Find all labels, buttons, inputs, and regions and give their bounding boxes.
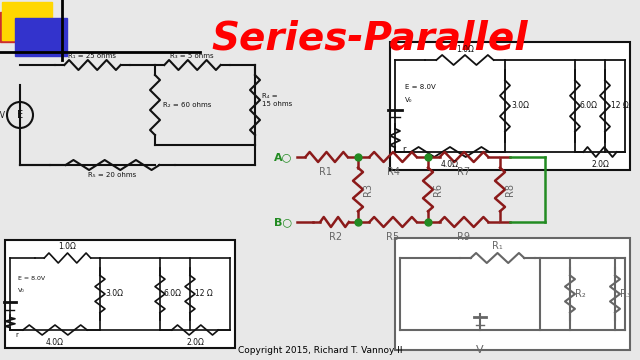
Text: 12 Ω: 12 Ω xyxy=(611,102,628,111)
Text: A○: A○ xyxy=(274,152,292,162)
Text: R₂: R₂ xyxy=(575,289,586,299)
Text: R7: R7 xyxy=(458,167,470,177)
Bar xyxy=(0,12,44,42)
Text: R₃ = 5 ohms: R₃ = 5 ohms xyxy=(170,53,214,59)
Text: 6.0Ω: 6.0Ω xyxy=(579,102,597,111)
Text: E = 8.0V: E = 8.0V xyxy=(18,275,45,280)
Text: 3.0Ω: 3.0Ω xyxy=(105,289,123,298)
Text: B○: B○ xyxy=(274,217,292,227)
Text: 3.0Ω: 3.0Ω xyxy=(511,102,529,111)
Text: 4.0Ω: 4.0Ω xyxy=(46,338,64,347)
Text: R₅ = 20 ohms: R₅ = 20 ohms xyxy=(88,172,136,178)
Text: R₁: R₁ xyxy=(492,241,502,251)
Text: R₁ = 25 ohms: R₁ = 25 ohms xyxy=(68,53,116,59)
Text: 6.0Ω: 6.0Ω xyxy=(164,289,182,298)
Text: r: r xyxy=(15,332,18,338)
Bar xyxy=(15,18,67,56)
Text: E = 8.0V: E = 8.0V xyxy=(405,84,436,90)
Text: 120 V: 120 V xyxy=(0,111,5,120)
Bar xyxy=(5,240,235,348)
Text: V: V xyxy=(476,345,484,355)
Bar xyxy=(2,2,52,40)
Bar xyxy=(395,238,630,350)
Text: R4: R4 xyxy=(387,167,399,177)
Text: r: r xyxy=(402,145,406,154)
Text: R8: R8 xyxy=(505,183,515,195)
Text: V₀: V₀ xyxy=(405,97,413,103)
Text: Series-Parallel: Series-Parallel xyxy=(212,20,528,58)
Text: 1.0Ω: 1.0Ω xyxy=(456,45,474,54)
Text: 4.0Ω: 4.0Ω xyxy=(441,160,459,169)
Text: 12 Ω: 12 Ω xyxy=(195,289,212,298)
Text: R3: R3 xyxy=(363,183,373,195)
Text: Copyright 2015, Richard T. Vannoy II: Copyright 2015, Richard T. Vannoy II xyxy=(237,346,403,355)
Bar xyxy=(390,42,630,170)
Text: 2.0Ω: 2.0Ω xyxy=(186,338,204,347)
Text: R₃: R₃ xyxy=(620,289,631,299)
Text: E: E xyxy=(17,110,23,120)
Text: V₀: V₀ xyxy=(18,288,25,292)
Text: R₂ = 60 ohms: R₂ = 60 ohms xyxy=(163,102,211,108)
Text: R₄ =
15 ohms: R₄ = 15 ohms xyxy=(262,94,292,107)
Text: R6: R6 xyxy=(433,183,443,195)
Text: R9: R9 xyxy=(458,232,470,242)
Text: R2: R2 xyxy=(330,232,342,242)
Text: 2.0Ω: 2.0Ω xyxy=(591,160,609,169)
Text: R5: R5 xyxy=(387,232,399,242)
Text: R1: R1 xyxy=(319,167,333,177)
Text: 1.0Ω: 1.0Ω xyxy=(58,242,76,251)
